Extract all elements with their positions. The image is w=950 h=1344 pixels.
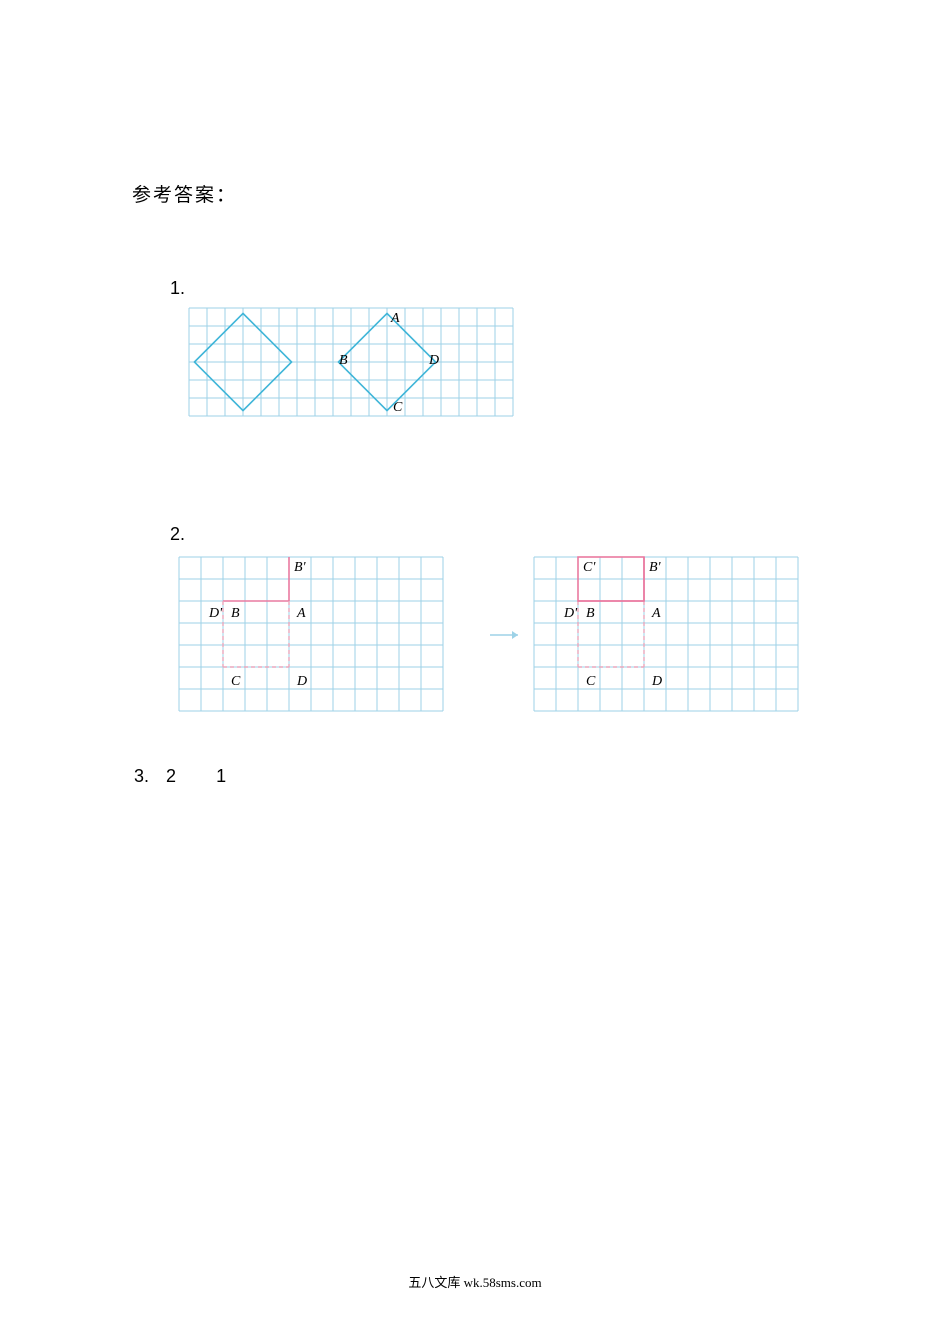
question-3-number: 3. — [134, 766, 149, 787]
svg-text:C: C — [393, 400, 403, 415]
question-3-line: 3. 2 1 — [134, 766, 226, 787]
question-1-number: 1. — [170, 278, 185, 299]
svg-text:D': D' — [208, 606, 223, 621]
svg-text:A: A — [651, 606, 661, 621]
question-3-answer-1: 2 — [166, 766, 176, 787]
footer-text: 五八文库 wk.58sms.com — [0, 1272, 950, 1291]
svg-text:B: B — [339, 353, 348, 368]
svg-text:B': B' — [649, 560, 662, 575]
svg-text:A: A — [296, 606, 306, 621]
svg-text:C: C — [231, 674, 241, 689]
svg-text:D': D' — [563, 606, 578, 621]
svg-text:D: D — [428, 353, 439, 368]
figure-2-left: B' D' B A C D — [178, 556, 444, 717]
figure-2-right: C' B' D' B A C D — [533, 556, 799, 717]
svg-text:D: D — [296, 674, 307, 689]
svg-text:B: B — [586, 606, 595, 621]
svg-text:C: C — [586, 674, 596, 689]
svg-text:B': B' — [294, 560, 307, 575]
svg-text:B: B — [231, 606, 240, 621]
figure-1: A B C D — [188, 307, 514, 422]
page-title: 参考答案： — [132, 180, 237, 207]
question-3-answer-2: 1 — [216, 766, 226, 787]
svg-text:D: D — [651, 674, 662, 689]
arrow-icon — [490, 628, 524, 640]
question-2-number: 2. — [170, 524, 185, 545]
svg-text:A: A — [390, 311, 400, 326]
svg-text:C': C' — [583, 560, 596, 575]
